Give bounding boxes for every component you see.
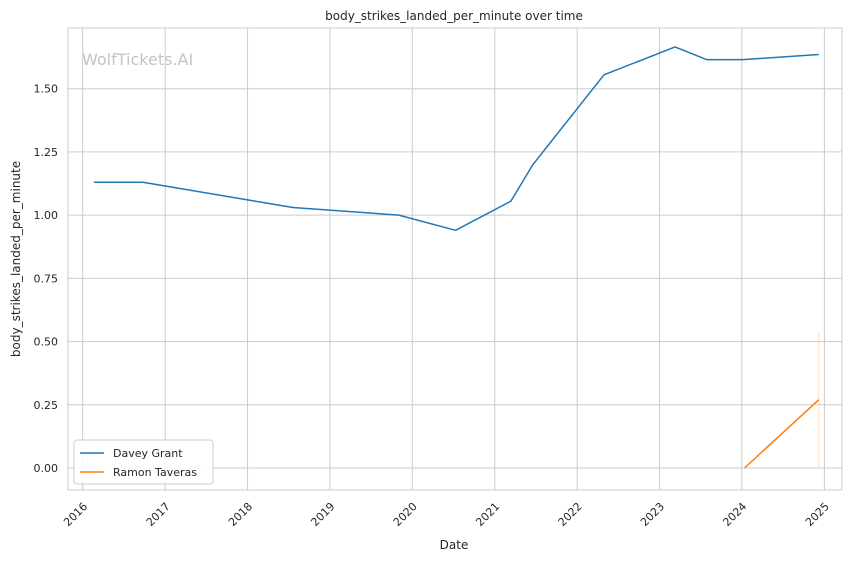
legend-label-davey-grant: Davey Grant bbox=[113, 447, 183, 460]
series-line-ramon-taveras bbox=[744, 399, 820, 469]
y-tick-label: 0.50 bbox=[34, 336, 59, 349]
y-tick-label: 0.00 bbox=[34, 462, 59, 475]
legend-box bbox=[73, 439, 214, 485]
y-tick-label: 1.50 bbox=[34, 83, 59, 96]
legend-label-ramon-taveras: Ramon Taveras bbox=[113, 466, 197, 479]
y-axis-ticks: 0.00 0.25 0.50 0.75 1.00 1.25 1.50 bbox=[34, 83, 59, 475]
grid-lines bbox=[68, 28, 842, 490]
plot-background bbox=[68, 28, 842, 490]
y-tick-label: 0.25 bbox=[34, 399, 59, 412]
plot-frame bbox=[67, 27, 843, 491]
plot-area: WolfTickets.AI bbox=[67, 27, 843, 491]
series-layer bbox=[93, 46, 820, 469]
y-axis-label: body_strikes_landed_per_minute bbox=[9, 161, 23, 357]
series-line-davey-grant bbox=[93, 46, 819, 232]
x-axis-label: Date bbox=[440, 538, 469, 552]
legend: Davey Grant Ramon Taveras bbox=[73, 439, 214, 485]
y-tick-label: 0.75 bbox=[34, 272, 59, 285]
y-tick-label: 1.00 bbox=[34, 209, 59, 222]
watermark: WolfTickets.AI bbox=[82, 50, 193, 69]
y-tick-label: 1.25 bbox=[34, 146, 59, 159]
chart-title: body_strikes_landed_per_minute over time bbox=[325, 9, 583, 23]
